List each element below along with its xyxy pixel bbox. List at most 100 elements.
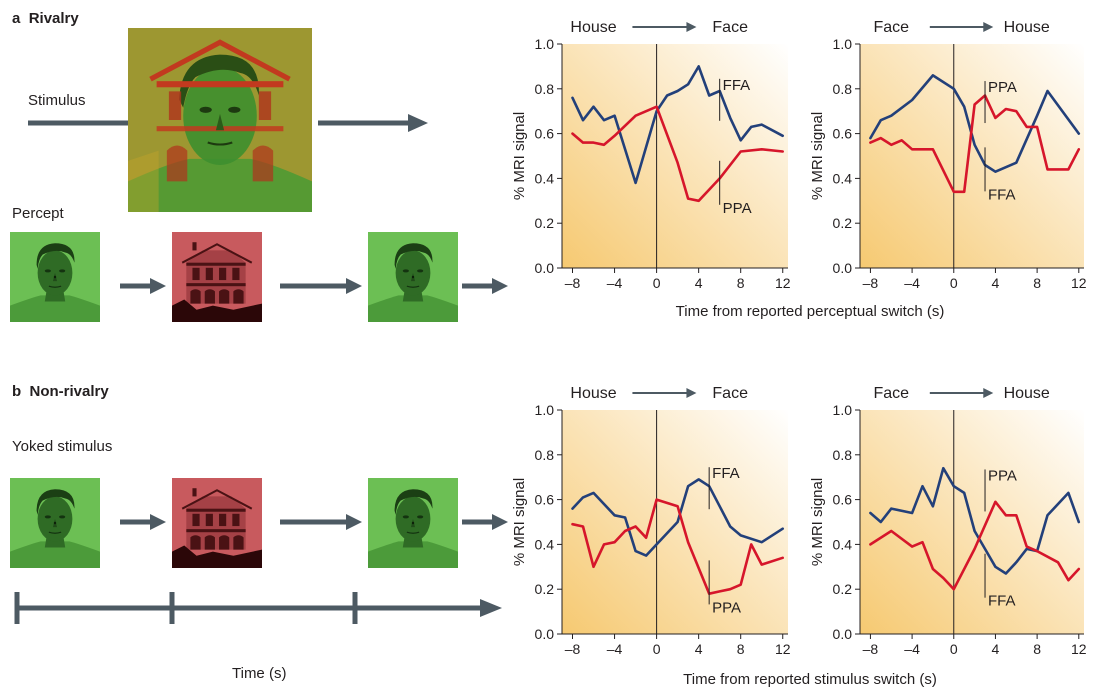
x-tick-label: –4 xyxy=(607,275,623,291)
yoked-house-image xyxy=(172,478,262,568)
annotation-label-ppa: PPA xyxy=(988,467,1017,484)
x-tick-label: –8 xyxy=(565,275,581,291)
chart-rivalry-house-to-face: House Face 0.0 0.2 0.4 0.6 0.8 1.0 –8 –4 0 4 8 12 % MR… xyxy=(511,19,791,291)
y-tick-label: 0.2 xyxy=(833,581,853,597)
chart-nonrivalry-house-to-face: House Face 0.0 0.2 0.4 0.6 0.8 1.0 –8 –4 0 4 8 12 % MR… xyxy=(511,385,791,657)
right-arrow-icon xyxy=(686,388,697,398)
x-tick-label: 4 xyxy=(992,641,1000,657)
panel-b-title: Non-rivalry xyxy=(29,383,109,400)
header-to-label: House xyxy=(1004,19,1050,36)
y-tick-label: 0.2 xyxy=(535,215,555,231)
x-tick-label: –8 xyxy=(565,641,581,657)
y-tick-label: 0.6 xyxy=(833,492,853,508)
series-ffa-line xyxy=(571,65,785,185)
y-tick-label: 0.2 xyxy=(535,581,555,597)
time-axis-label: Time (s) xyxy=(232,665,287,682)
x-tick-label: 12 xyxy=(775,275,791,291)
x-axis-title-rivalry: Time from reported perceptual switch (s) xyxy=(675,303,945,320)
annotation-label-ffa: FFA xyxy=(988,593,1016,610)
x-tick-label: 4 xyxy=(695,275,703,291)
series-ppa-line xyxy=(571,105,785,203)
y-axis-label: % MRI signal xyxy=(809,478,826,566)
header-to-label: Face xyxy=(712,19,748,36)
y-tick-label: 0.0 xyxy=(833,260,853,276)
y-tick-label: 0.0 xyxy=(535,260,555,276)
plot-background xyxy=(860,44,1084,268)
x-tick-label: 8 xyxy=(737,641,745,657)
y-axis-label: % MRI signal xyxy=(511,478,528,566)
yoked-stimulus-label: Yoked stimulus xyxy=(12,438,113,455)
annotation-label-ppa: PPA xyxy=(723,200,752,217)
right-arrow-icon xyxy=(686,22,697,32)
x-tick-label: –4 xyxy=(904,641,920,657)
right-arrow-icon xyxy=(462,278,508,294)
y-tick-label: 0.6 xyxy=(535,492,555,508)
y-tick-label: 0.8 xyxy=(535,447,555,463)
x-tick-label: 12 xyxy=(1071,641,1087,657)
yoked-face-image-2 xyxy=(368,478,458,568)
header-from-label: House xyxy=(570,385,616,402)
y-tick-label: 0.2 xyxy=(833,215,853,231)
x-tick-label: –4 xyxy=(904,275,920,291)
x-tick-label: 12 xyxy=(1071,275,1087,291)
header-to-label: Face xyxy=(712,385,748,402)
x-tick-label: 8 xyxy=(1033,641,1041,657)
y-tick-label: 0.8 xyxy=(833,447,853,463)
y-tick-label: 1.0 xyxy=(535,402,555,418)
x-tick-label: –8 xyxy=(863,275,879,291)
stimulus-label: Stimulus xyxy=(28,92,86,109)
y-tick-label: 0.0 xyxy=(833,626,853,642)
right-arrow-icon xyxy=(480,599,502,617)
header-from-label: House xyxy=(570,19,616,36)
x-tick-label: 4 xyxy=(992,275,1000,291)
percept-label: Percept xyxy=(12,205,64,222)
y-tick-label: 0.4 xyxy=(833,170,853,186)
stimulus-timeline-arrow xyxy=(28,114,428,132)
y-tick-label: 0.0 xyxy=(535,626,555,642)
y-tick-label: 1.0 xyxy=(833,36,853,52)
y-axis-label: % MRI signal xyxy=(809,112,826,200)
y-tick-label: 0.8 xyxy=(535,81,555,97)
series-ffa-line xyxy=(869,74,1081,173)
panel-a-title: Rivalry xyxy=(28,10,79,27)
rivalry-composite-image xyxy=(128,28,312,212)
y-tick-label: 0.6 xyxy=(535,126,555,142)
yoked-face-image-1 xyxy=(10,478,100,568)
right-arrow-icon xyxy=(280,278,362,294)
x-tick-label: 12 xyxy=(775,641,791,657)
y-tick-label: 1.0 xyxy=(535,36,555,52)
header-to-label: House xyxy=(1004,385,1050,402)
x-tick-label: 8 xyxy=(737,275,745,291)
panel-a-letter: a xyxy=(12,10,21,27)
header-from-label: Face xyxy=(873,385,909,402)
panel-b-letter: b xyxy=(12,383,22,400)
series-ppa-line xyxy=(869,94,1081,194)
x-tick-label: 0 xyxy=(950,641,958,657)
y-tick-label: 0.4 xyxy=(535,170,555,186)
x-tick-label: 8 xyxy=(1033,275,1041,291)
panel-b-heading: b Non-rivalry xyxy=(12,383,109,400)
time-axis-arrow xyxy=(14,592,502,624)
right-arrow-icon xyxy=(280,514,362,530)
annotation-label-ffa: FFA xyxy=(988,186,1016,203)
series-ppa-line xyxy=(571,498,785,595)
x-axis-title-nonrivalry: Time from reported stimulus switch (s) xyxy=(683,671,937,688)
annotation-label-ppa: PPA xyxy=(988,79,1017,96)
annotation-label-ffa: FFA xyxy=(723,77,751,94)
percept-house-image xyxy=(172,232,262,322)
y-tick-label: 0.4 xyxy=(833,536,853,552)
right-arrow-icon xyxy=(408,114,428,132)
right-arrow-icon xyxy=(120,514,166,530)
right-arrow-icon xyxy=(120,278,166,294)
series-ppa-line xyxy=(869,500,1081,591)
x-tick-label: –8 xyxy=(863,641,879,657)
y-tick-label: 0.6 xyxy=(833,126,853,142)
y-tick-label: 0.8 xyxy=(833,81,853,97)
right-arrow-icon xyxy=(983,388,994,398)
chart-nonrivalry-face-to-house: Face House 0.0 0.2 0.4 0.6 0.8 1.0 –8 –4 0 4 8 12 % MR… xyxy=(809,385,1087,657)
x-tick-label: –4 xyxy=(607,641,623,657)
x-tick-label: 0 xyxy=(950,275,958,291)
percept-face-image-2 xyxy=(368,232,458,322)
right-arrow-icon xyxy=(462,514,508,530)
x-tick-label: 0 xyxy=(653,275,661,291)
